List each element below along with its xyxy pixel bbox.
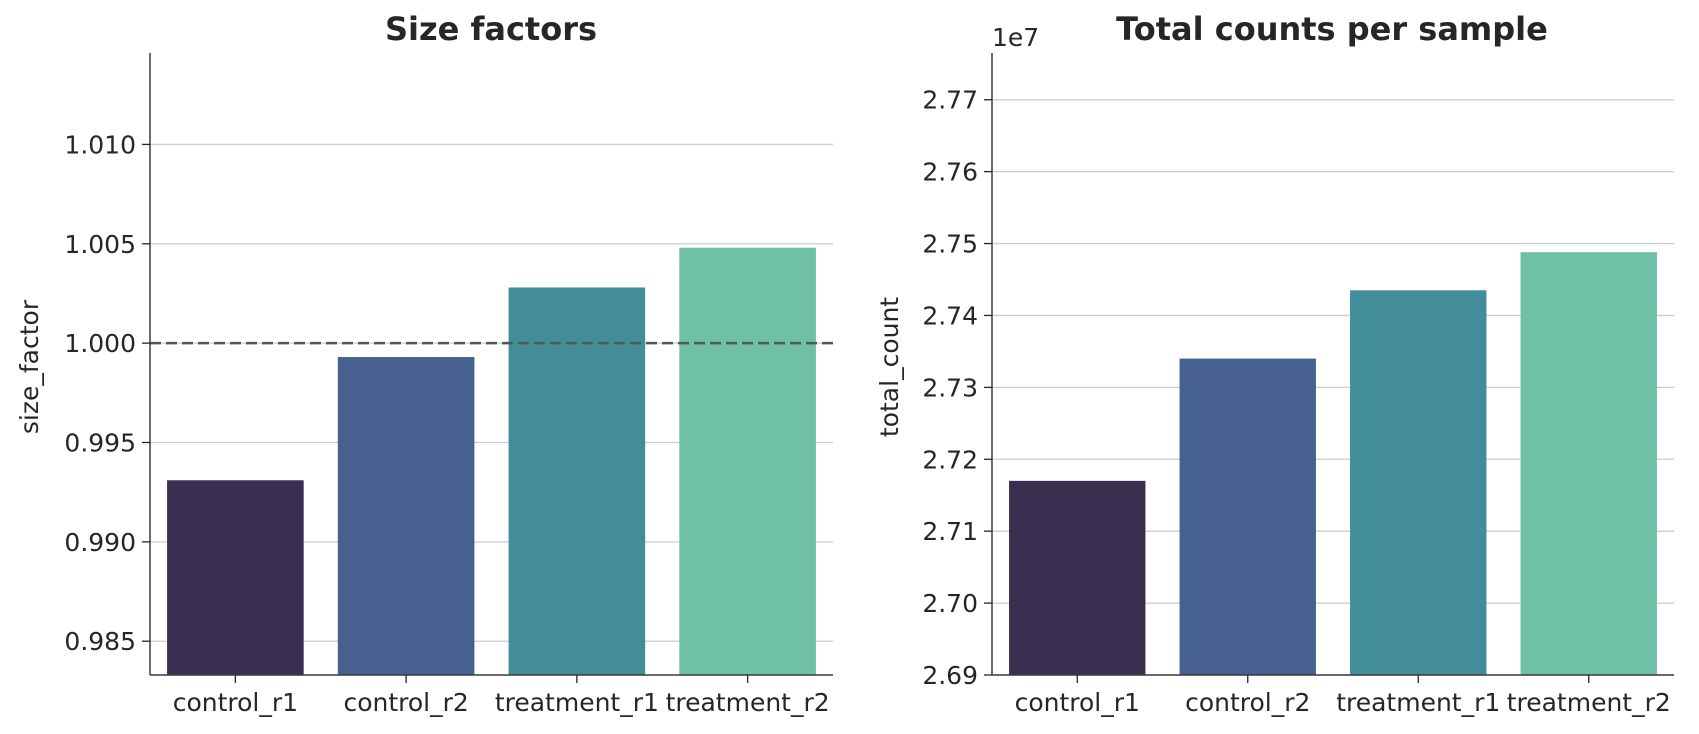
total-counts-x-tick-label: treatment_r2 bbox=[1507, 688, 1671, 717]
total-counts-y-tick-label: 2.77 bbox=[922, 86, 978, 115]
total-counts-x-ticks: control_r1 control_r2 treatment_r1 treatmen… bbox=[1015, 675, 1671, 717]
size-factors-bar-treatment_r1 bbox=[508, 287, 646, 675]
size-factors-y-tick-label: 1.005 bbox=[64, 230, 136, 259]
total-counts-bars bbox=[1009, 252, 1657, 675]
total-counts-axes bbox=[991, 53, 1674, 676]
total-counts-y-tick-label: 2.72 bbox=[922, 445, 978, 474]
size-factors-x-tick-label: treatment_r1 bbox=[495, 688, 659, 717]
size-factors-y-tick-label: 1.010 bbox=[64, 130, 136, 159]
size-factors-x-tick-label: control_r2 bbox=[343, 688, 468, 717]
total-counts-bar-control_r2 bbox=[1179, 358, 1316, 675]
total-counts-y-tick-label: 2.74 bbox=[922, 301, 978, 330]
size-factors-panel: 0.985 0.990 0.995 1.000 1.005 1.010 control_r… bbox=[15, 10, 833, 717]
total-counts-y-label: total_count bbox=[875, 297, 904, 437]
total-counts-offset-label: 1e7 bbox=[992, 23, 1039, 52]
total-counts-y-tick-label: 2.73 bbox=[922, 373, 978, 402]
total-counts-y-ticks: 2.69 2.70 2.71 2.72 2.73 2.74 2.75 2.76 2.77 bbox=[922, 86, 992, 690]
total-counts-bar-treatment_r1 bbox=[1350, 290, 1487, 675]
size-factors-bar-control_r1 bbox=[167, 480, 304, 675]
total-counts-y-tick-label: 2.70 bbox=[922, 589, 978, 618]
size-factors-bars bbox=[167, 247, 816, 675]
size-factors-y-tick-label: 1.000 bbox=[64, 329, 136, 358]
size-factors-x-ticks: control_r1 control_r2 treatment_r1 treatmen… bbox=[173, 675, 830, 717]
total-counts-x-tick-label: treatment_r1 bbox=[1336, 688, 1500, 717]
size-factors-bar-control_r2 bbox=[337, 357, 475, 675]
size-factors-y-tick-label: 0.995 bbox=[64, 428, 136, 457]
size-factors-x-tick-label: control_r1 bbox=[173, 688, 298, 717]
size-factors-x-tick-label: treatment_r2 bbox=[666, 688, 830, 717]
total-counts-y-tick-label: 2.76 bbox=[922, 158, 978, 187]
total-counts-bar-treatment_r2 bbox=[1520, 252, 1657, 675]
size-factors-title: Size factors bbox=[385, 10, 597, 48]
total-counts-title: Total counts per sample bbox=[1116, 10, 1548, 48]
total-counts-panel: 2.69 2.70 2.71 2.72 2.73 2.74 2.75 2.76 2.77 con… bbox=[875, 10, 1674, 717]
size-factors-y-tick-label: 0.985 bbox=[64, 627, 136, 656]
total-counts-y-tick-label: 2.69 bbox=[922, 661, 978, 690]
size-factors-bar-treatment_r2 bbox=[679, 247, 816, 675]
size-factors-y-ticks: 0.985 0.990 0.995 1.000 1.005 1.010 bbox=[64, 130, 150, 656]
size-factors-y-label: size_factor bbox=[15, 299, 44, 434]
total-counts-y-tick-label: 2.71 bbox=[922, 517, 978, 546]
size-factors-axes bbox=[149, 53, 833, 676]
total-counts-bar-control_r1 bbox=[1009, 480, 1146, 675]
total-counts-x-tick-label: control_r1 bbox=[1015, 688, 1140, 717]
total-counts-x-tick-label: control_r2 bbox=[1185, 688, 1310, 717]
total-counts-y-tick-label: 2.75 bbox=[922, 230, 978, 259]
size-factors-y-tick-label: 0.990 bbox=[64, 528, 136, 557]
